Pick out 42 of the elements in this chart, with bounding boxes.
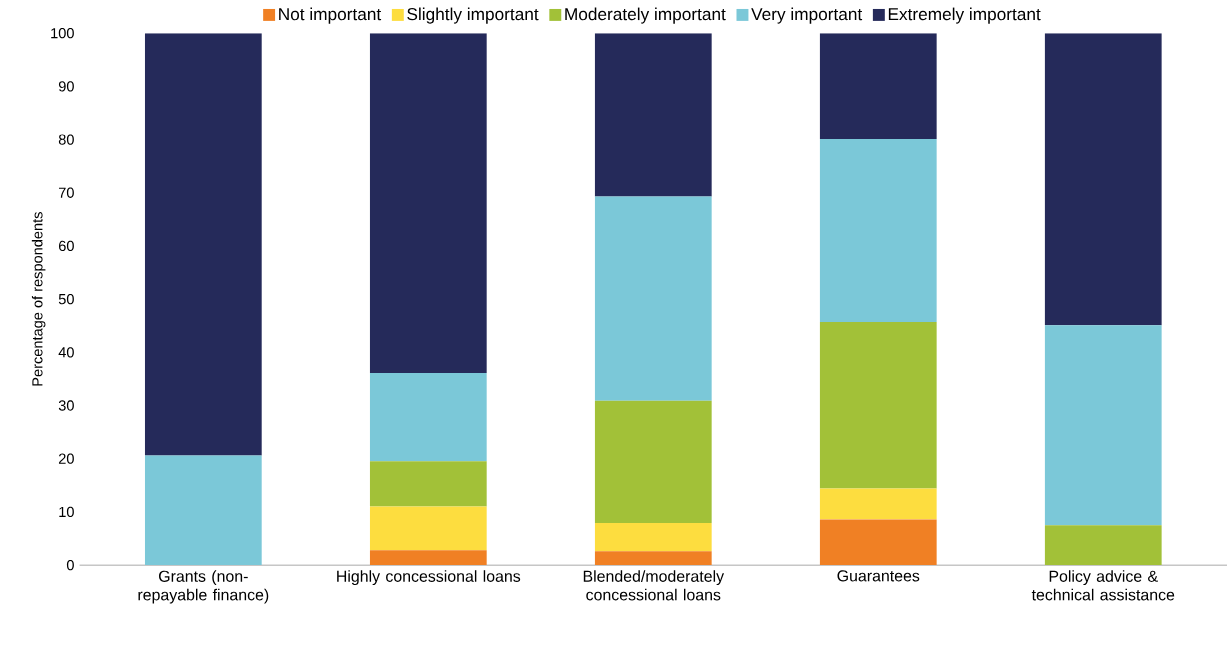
y-tick-label: 70 [58, 187, 74, 199]
x-tick-label: Grants (non-repayable finance) [138, 570, 269, 604]
legend-label: Slightly important [407, 7, 539, 24]
bar [1044, 525, 1162, 566]
y-tick-label: 40 [58, 347, 74, 358]
legend-label: Extremely important [888, 7, 1041, 24]
bar [594, 33, 712, 197]
bar [144, 33, 262, 456]
legend-label: Very important [751, 7, 863, 24]
bar [369, 33, 487, 374]
y-tick-label: 80 [58, 134, 74, 145]
y-tick-label: 30 [58, 400, 74, 411]
x-tick-label: Blended/moderately concessional loans [583, 570, 725, 601]
y-tick-label: 50 [58, 294, 74, 305]
y-axis-title: Percentage of respondents [31, 212, 46, 386]
bar [594, 523, 712, 552]
bar [594, 196, 712, 401]
y-tick-label: 60 [58, 241, 74, 252]
y-tick-label: 0 [66, 560, 74, 571]
bar [819, 322, 937, 489]
bar [819, 488, 937, 520]
x-tick-label: Highly concessional loans [337, 570, 521, 586]
bar [369, 506, 487, 551]
y-tick-label: 100 [51, 28, 74, 39]
legend-label: Moderately important [565, 7, 726, 24]
bar [1044, 325, 1162, 526]
x-tick-label: Policy advice & technical assistance [1031, 570, 1175, 601]
x-tick-label: Guarantees [837, 570, 920, 582]
bar [1044, 33, 1162, 326]
bar [819, 519, 937, 566]
legend-label: Not important [279, 7, 382, 24]
bar [819, 139, 937, 323]
y-tick-label: 20 [58, 453, 74, 465]
bar [144, 455, 262, 566]
bar [369, 373, 487, 462]
bar [594, 551, 712, 566]
y-tick-label: 10 [59, 506, 74, 518]
bar [369, 550, 487, 566]
y-tick-label: 90 [58, 81, 74, 92]
bar [594, 400, 712, 524]
bar [819, 33, 937, 140]
bar [369, 461, 487, 507]
